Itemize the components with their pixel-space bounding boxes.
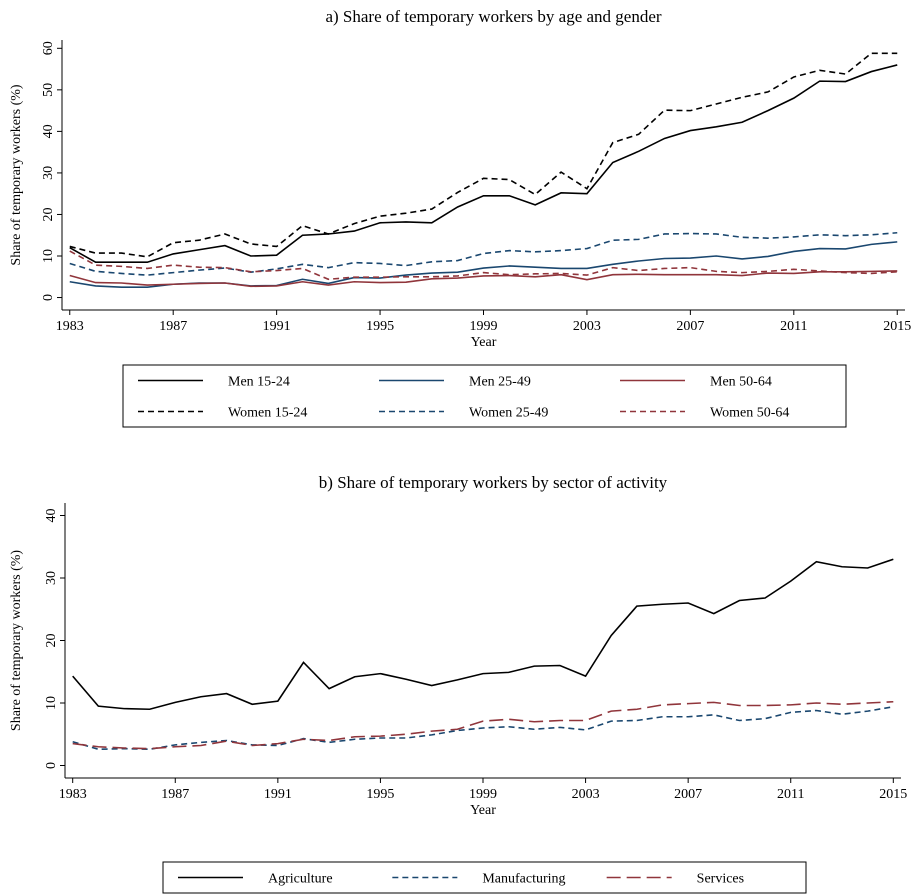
y-tick-label: 20 — [44, 634, 59, 648]
y-tick-label: 40 — [41, 124, 56, 138]
x-tick-label: 1991 — [263, 319, 291, 334]
legend-label: Manufacturing — [482, 872, 565, 887]
legend-label: Women 15-24 — [228, 406, 307, 421]
x-tick-label: 1999 — [470, 319, 498, 334]
chart-title: b) Share of temporary workers by sector … — [319, 473, 668, 492]
legend-label: Women 25-49 — [469, 406, 548, 421]
x-tick-label: 2003 — [572, 787, 600, 802]
legend-label: Agriculture — [268, 872, 333, 887]
x-tick-label: 1991 — [264, 787, 292, 802]
series-line — [72, 705, 894, 751]
legend-label: Services — [697, 872, 744, 887]
chart-title: a) Share of temporary workers by age and… — [325, 7, 661, 26]
x-tick-label: 1983 — [56, 319, 84, 334]
x-tick-label: 1987 — [159, 319, 187, 334]
x-tick-label: 1995 — [366, 319, 394, 334]
legend-label: Men 15-24 — [228, 375, 290, 390]
x-tick-label: 1983 — [59, 787, 87, 802]
series-line — [69, 250, 898, 281]
legend-label: Women 50-64 — [710, 406, 789, 421]
y-tick-label: 10 — [44, 696, 59, 710]
x-tick-label: 2015 — [879, 787, 907, 802]
series-line — [72, 558, 894, 711]
x-tick-label: 1999 — [469, 787, 497, 802]
x-tick-label: 2011 — [780, 319, 807, 334]
y-tick-label: 60 — [41, 41, 56, 55]
legend-label: Men 50-64 — [710, 375, 772, 390]
x-tick-label: 2003 — [573, 319, 601, 334]
y-tick-label: 20 — [41, 207, 56, 221]
series-line — [69, 270, 898, 288]
series-line — [69, 64, 898, 264]
series-line — [72, 700, 894, 750]
legend-box — [162, 861, 807, 894]
x-tick-label: 2011 — [777, 787, 804, 802]
y-tick-label: 50 — [41, 83, 56, 97]
y-tick-label: 10 — [41, 249, 56, 263]
y-tick-label: 0 — [41, 294, 56, 301]
y-tick-label: 30 — [44, 571, 59, 585]
x-tick-label: 1987 — [161, 787, 189, 802]
legend-box — [122, 364, 847, 428]
series-line — [69, 52, 898, 258]
x-tick-label: 2015 — [883, 319, 911, 334]
x-tick-label: 2007 — [674, 787, 702, 802]
y-tick-label: 30 — [41, 166, 56, 180]
x-tick-label: 2007 — [676, 319, 704, 334]
x-tick-label: 1995 — [366, 787, 394, 802]
y-tick-label: 40 — [44, 509, 59, 523]
y-tick-label: 0 — [44, 762, 59, 769]
y-axis-label: Share of temporary workers (%) — [9, 550, 24, 731]
legend-label: Men 25-49 — [469, 375, 531, 390]
y-axis-label: Share of temporary workers (%) — [9, 84, 24, 265]
x-axis-label: Year — [471, 335, 497, 350]
x-axis-label: Year — [470, 803, 496, 818]
series-line — [69, 241, 898, 288]
